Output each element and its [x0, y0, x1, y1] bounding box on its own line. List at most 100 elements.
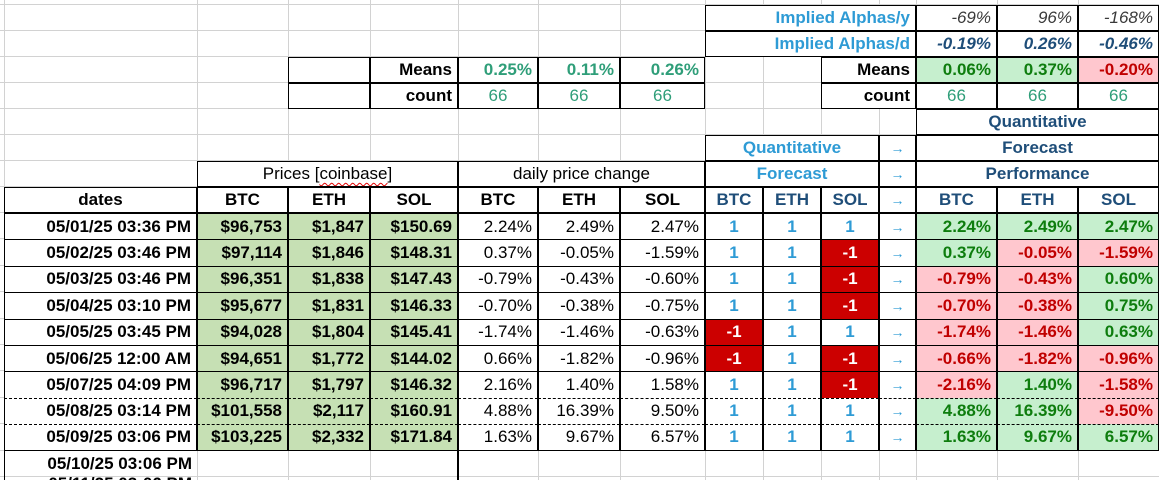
- cell-price-eth[interactable]: $2,117: [288, 397, 370, 425]
- cell-price-eth[interactable]: $2,332: [288, 424, 370, 451]
- forecast-col-btc[interactable]: BTC: [705, 187, 763, 213]
- cell-forecast-eth[interactable]: 1: [763, 213, 821, 240]
- cell-perf-eth[interactable]: -1.46%: [997, 318, 1078, 345]
- cell-forecast-sol[interactable]: -1: [821, 344, 879, 372]
- cell-forecast-eth[interactable]: 1: [763, 292, 821, 319]
- cell-perf-eth[interactable]: -0.05%: [997, 239, 1078, 266]
- cell-forecast-btc[interactable]: 1: [705, 239, 763, 266]
- cell-price-btc[interactable]: $96,717: [197, 371, 288, 398]
- cell-price-btc[interactable]: $103,225: [197, 424, 288, 451]
- dates-header[interactable]: dates: [4, 187, 197, 213]
- cell-perf-eth[interactable]: 16.39%: [997, 397, 1078, 425]
- left-means-label[interactable]: Means: [370, 57, 458, 83]
- cell-forecast-eth[interactable]: 1: [763, 371, 821, 398]
- cell-empty[interactable]: [288, 83, 370, 109]
- implied-d-btc[interactable]: -0.19%: [916, 31, 997, 57]
- right-arrow-icon[interactable]: →: [879, 213, 916, 240]
- right-count-btc[interactable]: 66: [916, 83, 997, 109]
- cell-change-sol[interactable]: -1.59%: [620, 239, 705, 266]
- cell-price-eth[interactable]: $1,804: [288, 318, 370, 345]
- left-count-eth[interactable]: 66: [538, 83, 620, 109]
- cell-price-btc[interactable]: $96,351: [197, 265, 288, 293]
- cell-change-eth[interactable]: -0.05%: [538, 239, 620, 266]
- cell-price-sol[interactable]: $160.91: [370, 397, 458, 425]
- cell-change-eth[interactable]: 1.40%: [538, 371, 620, 398]
- cell-change-btc[interactable]: 2.16%: [458, 371, 538, 398]
- forecast-col-eth[interactable]: ETH: [763, 187, 821, 213]
- cell-perf-sol[interactable]: 0.75%: [1078, 292, 1159, 319]
- left-means-btc[interactable]: 0.25%: [458, 57, 538, 83]
- cell-change-sol[interactable]: -0.63%: [620, 318, 705, 345]
- cell-date[interactable]: 05/05/25 03:45 PM: [4, 318, 197, 345]
- left-count-sol[interactable]: 66: [620, 83, 705, 109]
- cell-change-eth[interactable]: 9.67%: [538, 424, 620, 451]
- cell-price-eth[interactable]: $1,846: [288, 239, 370, 266]
- implied-y-btc[interactable]: -69%: [916, 5, 997, 31]
- implied-d-sol[interactable]: -0.46%: [1078, 31, 1159, 57]
- implied-y-eth[interactable]: 96%: [997, 5, 1078, 31]
- cell-perf-btc[interactable]: -0.66%: [916, 344, 997, 372]
- cell-date[interactable]: 05/08/25 03:14 PM: [4, 397, 197, 425]
- cell-change-btc[interactable]: 2.24%: [458, 213, 538, 240]
- cell-perf-btc[interactable]: -1.74%: [916, 318, 997, 345]
- cell-change-btc[interactable]: 4.88%: [458, 397, 538, 425]
- cell-change-eth[interactable]: -0.43%: [538, 265, 620, 293]
- right-arrow-icon[interactable]: →: [879, 135, 916, 161]
- cell-change-sol[interactable]: 2.47%: [620, 213, 705, 240]
- cell-date-partial[interactable]: 05/11/25 03:06 PM: [4, 476, 197, 480]
- cell-forecast-eth[interactable]: 1: [763, 397, 821, 425]
- forecast-title-forecast[interactable]: Forecast: [705, 161, 879, 187]
- right-arrow-icon[interactable]: →: [879, 292, 916, 319]
- cell-perf-btc[interactable]: 4.88%: [916, 397, 997, 425]
- change-col-btc[interactable]: BTC: [458, 187, 538, 213]
- perf-title-quantitative[interactable]: Quantitative: [916, 109, 1159, 135]
- cell-perf-btc[interactable]: 0.37%: [916, 239, 997, 266]
- forecast-title-quantitative[interactable]: Quantitative: [705, 135, 879, 161]
- cell-forecast-btc[interactable]: 1: [705, 424, 763, 451]
- right-arrow-icon[interactable]: →: [879, 371, 916, 398]
- cell-price-btc[interactable]: $96,753: [197, 213, 288, 240]
- cell-perf-sol[interactable]: -0.96%: [1078, 344, 1159, 372]
- cell-forecast-sol[interactable]: -1: [821, 292, 879, 319]
- cell-change-eth[interactable]: -1.46%: [538, 318, 620, 345]
- cell-forecast-sol[interactable]: -1: [821, 371, 879, 398]
- cell-price-sol[interactable]: $148.31: [370, 239, 458, 266]
- right-means-eth[interactable]: 0.37%: [997, 57, 1078, 83]
- perf-title-forecast[interactable]: Forecast: [916, 135, 1159, 161]
- cell-forecast-sol[interactable]: 1: [821, 213, 879, 240]
- cell-perf-eth[interactable]: 9.67%: [997, 424, 1078, 451]
- cell-change-btc[interactable]: 0.37%: [458, 239, 538, 266]
- cell-perf-sol[interactable]: 2.47%: [1078, 213, 1159, 240]
- cell-price-sol[interactable]: $150.69: [370, 213, 458, 240]
- cell-price-eth[interactable]: $1,772: [288, 344, 370, 372]
- right-arrow-icon[interactable]: →: [879, 161, 916, 187]
- cell-price-sol[interactable]: $147.43: [370, 265, 458, 293]
- cell-forecast-btc[interactable]: -1: [705, 318, 763, 345]
- right-arrow-icon[interactable]: →: [879, 187, 916, 213]
- cell-price-btc[interactable]: $101,558: [197, 397, 288, 425]
- cell-price-sol[interactable]: $146.33: [370, 292, 458, 319]
- implied-alphas-d-label[interactable]: Implied Alphas/d: [705, 31, 916, 57]
- right-count-eth[interactable]: 66: [997, 83, 1078, 109]
- price-col-btc[interactable]: BTC: [197, 187, 288, 213]
- left-count-label[interactable]: count: [370, 83, 458, 109]
- cell-forecast-eth[interactable]: 1: [763, 424, 821, 451]
- cell-change-btc[interactable]: -1.74%: [458, 318, 538, 345]
- perf-title-performance[interactable]: Performance: [916, 161, 1159, 187]
- cell-forecast-eth[interactable]: 1: [763, 318, 821, 345]
- cell-price-eth[interactable]: $1,847: [288, 213, 370, 240]
- cell-perf-eth[interactable]: -1.82%: [997, 344, 1078, 372]
- cell-perf-eth[interactable]: -0.38%: [997, 292, 1078, 319]
- cell-change-eth[interactable]: -1.82%: [538, 344, 620, 372]
- cell-change-sol[interactable]: 6.57%: [620, 424, 705, 451]
- cell-perf-btc[interactable]: 1.63%: [916, 424, 997, 451]
- price-col-sol[interactable]: SOL: [370, 187, 458, 213]
- right-count-label[interactable]: count: [821, 83, 916, 109]
- cell-price-eth[interactable]: $1,831: [288, 292, 370, 319]
- cell-change-btc[interactable]: 0.66%: [458, 344, 538, 372]
- cell-price-btc[interactable]: $94,028: [197, 318, 288, 345]
- cell-change-eth[interactable]: 16.39%: [538, 397, 620, 425]
- left-count-btc[interactable]: 66: [458, 83, 538, 109]
- cell-forecast-sol[interactable]: 1: [821, 318, 879, 345]
- implied-y-sol[interactable]: -168%: [1078, 5, 1159, 31]
